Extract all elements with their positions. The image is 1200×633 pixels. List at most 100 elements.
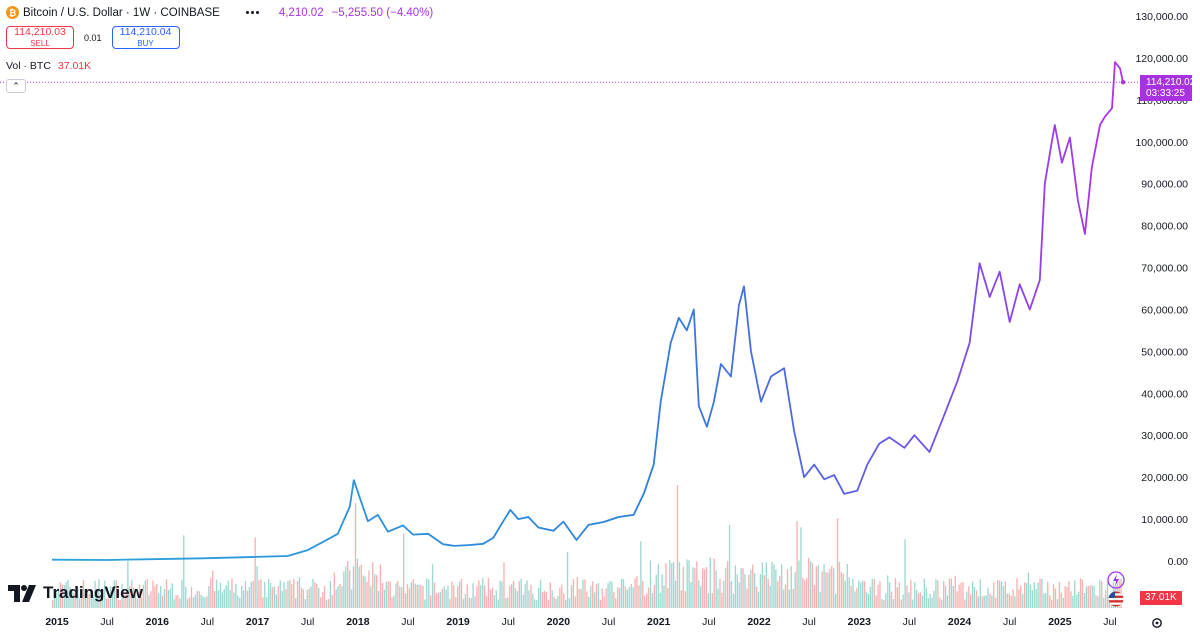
alert-lightning-button[interactable] bbox=[1106, 570, 1126, 590]
volume-bar bbox=[551, 590, 553, 608]
volume-bar bbox=[252, 580, 254, 608]
volume-bar bbox=[952, 585, 954, 608]
volume-bar bbox=[815, 566, 818, 608]
buy-button[interactable]: 114,210.04 BUY bbox=[111, 26, 180, 49]
volume-bar bbox=[690, 582, 692, 608]
y-tick-label: 80,000.00 bbox=[1141, 221, 1188, 233]
volume-bar bbox=[736, 574, 738, 608]
volume-bar bbox=[879, 581, 881, 608]
volume-bar bbox=[647, 587, 650, 608]
volume-bar bbox=[212, 570, 214, 608]
more-options-icon[interactable] bbox=[242, 9, 263, 16]
volume-bar bbox=[1078, 591, 1080, 608]
volume-bar bbox=[514, 588, 517, 608]
volume-bar bbox=[742, 568, 744, 608]
x-tick-label: 2023 bbox=[848, 616, 872, 628]
volume-bar bbox=[555, 599, 557, 608]
volume-bar bbox=[90, 592, 92, 608]
volume-bar bbox=[979, 579, 981, 608]
volume-bar bbox=[611, 581, 613, 608]
volume-bar bbox=[584, 579, 586, 608]
x-tick-label: 2022 bbox=[747, 616, 771, 628]
volume-bar bbox=[960, 582, 962, 608]
volume-bar bbox=[445, 589, 447, 608]
volume-bar bbox=[304, 599, 306, 608]
volume-bar bbox=[285, 589, 287, 608]
volume-bar bbox=[975, 590, 978, 608]
volume-bar bbox=[763, 575, 765, 608]
volume-bar bbox=[599, 599, 602, 608]
volume-bar bbox=[559, 587, 561, 608]
volume-bar bbox=[185, 586, 187, 608]
volume-legend: Vol · BTC 37.01K bbox=[6, 60, 91, 72]
volume-bar bbox=[1018, 589, 1020, 608]
symbol-title[interactable]: Bitcoin / U.S. Dollar · 1W · COINBASE bbox=[23, 6, 220, 19]
volume-bar bbox=[374, 574, 376, 608]
volume-bar bbox=[146, 579, 148, 608]
volume-bar bbox=[408, 588, 411, 608]
buy-label: BUY bbox=[137, 38, 154, 48]
volume-bar bbox=[991, 595, 993, 608]
volume-bar bbox=[528, 590, 530, 608]
volume-bar bbox=[233, 592, 235, 608]
volume-bar bbox=[916, 589, 918, 608]
volume-bar bbox=[271, 586, 274, 608]
volume-bar bbox=[1106, 582, 1109, 608]
volume-legend-label: Vol · BTC bbox=[6, 60, 51, 72]
sell-label: SELL bbox=[30, 38, 50, 48]
volume-bar bbox=[674, 580, 677, 608]
volume-bar bbox=[511, 584, 513, 608]
volume-bar bbox=[971, 581, 974, 608]
volume-bar bbox=[187, 599, 189, 608]
volume-bar bbox=[730, 581, 733, 608]
volume-bar bbox=[881, 599, 883, 608]
volume-bar bbox=[538, 587, 540, 608]
volume-bar bbox=[788, 589, 791, 608]
volume-bar bbox=[283, 582, 285, 608]
volume-bar bbox=[426, 578, 428, 608]
volume-bar bbox=[1060, 592, 1062, 608]
volume-bar bbox=[202, 596, 204, 608]
volume-bar bbox=[657, 563, 659, 608]
sell-button[interactable]: 114,210.03 SELL bbox=[6, 26, 74, 49]
volume-bar bbox=[518, 581, 521, 608]
tradingview-logo[interactable]: TradingView bbox=[8, 583, 143, 603]
volume-bar bbox=[1085, 586, 1088, 608]
volume-bar bbox=[204, 597, 206, 608]
volume-bar bbox=[896, 587, 899, 608]
volume-bar bbox=[989, 593, 991, 608]
volume-bar bbox=[192, 597, 195, 608]
volume-bar bbox=[929, 593, 931, 608]
volume-bar bbox=[173, 599, 175, 608]
volume-bar bbox=[418, 584, 420, 608]
collapse-legend-button[interactable]: ⌃ bbox=[6, 79, 26, 93]
volume-bar bbox=[260, 579, 262, 608]
volume-bar bbox=[88, 593, 90, 608]
chart-settings-button[interactable] bbox=[1147, 613, 1167, 633]
volume-bar bbox=[781, 564, 783, 608]
volume-bar bbox=[748, 574, 750, 608]
volume-bar bbox=[152, 580, 154, 608]
volume-bar bbox=[329, 581, 332, 608]
volume-bar bbox=[782, 589, 785, 608]
volume-bar bbox=[536, 599, 538, 608]
volume-bar bbox=[1051, 600, 1053, 608]
volume-bar bbox=[958, 584, 960, 608]
volume-bar bbox=[1095, 595, 1097, 608]
volume-bar bbox=[829, 568, 831, 608]
volume-bar bbox=[634, 578, 636, 608]
us-flag-button[interactable] bbox=[1106, 589, 1126, 609]
volume-bar bbox=[269, 582, 272, 608]
volume-bar bbox=[1056, 599, 1059, 608]
volume-bar bbox=[605, 588, 607, 608]
volume-bar bbox=[512, 581, 515, 608]
volume-bar bbox=[717, 588, 719, 608]
volume-bar bbox=[948, 578, 951, 608]
volume-bar bbox=[75, 590, 77, 608]
volume-bar bbox=[100, 594, 102, 608]
volume-bar bbox=[214, 590, 216, 608]
volume-bar bbox=[557, 595, 559, 608]
volume-bar bbox=[291, 584, 293, 608]
volume-bar bbox=[640, 541, 642, 608]
